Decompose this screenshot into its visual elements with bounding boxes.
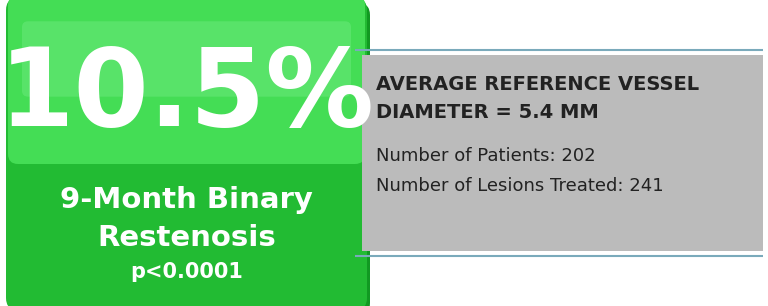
FancyBboxPatch shape xyxy=(22,21,351,97)
Text: Restenosis: Restenosis xyxy=(97,223,276,252)
FancyBboxPatch shape xyxy=(9,3,370,306)
Text: Number of Patients: 202: Number of Patients: 202 xyxy=(376,147,596,165)
Bar xyxy=(362,55,763,251)
Text: 9-Month Binary: 9-Month Binary xyxy=(60,186,313,214)
Text: Number of Lesions Treated: 241: Number of Lesions Treated: 241 xyxy=(376,177,664,195)
FancyBboxPatch shape xyxy=(8,0,365,164)
FancyBboxPatch shape xyxy=(6,0,367,306)
Text: 10.5%: 10.5% xyxy=(0,43,375,149)
Text: AVERAGE REFERENCE VESSEL: AVERAGE REFERENCE VESSEL xyxy=(376,75,699,94)
Text: p<0.0001: p<0.0001 xyxy=(130,262,243,282)
Text: DIAMETER = 5.4 MM: DIAMETER = 5.4 MM xyxy=(376,103,599,122)
